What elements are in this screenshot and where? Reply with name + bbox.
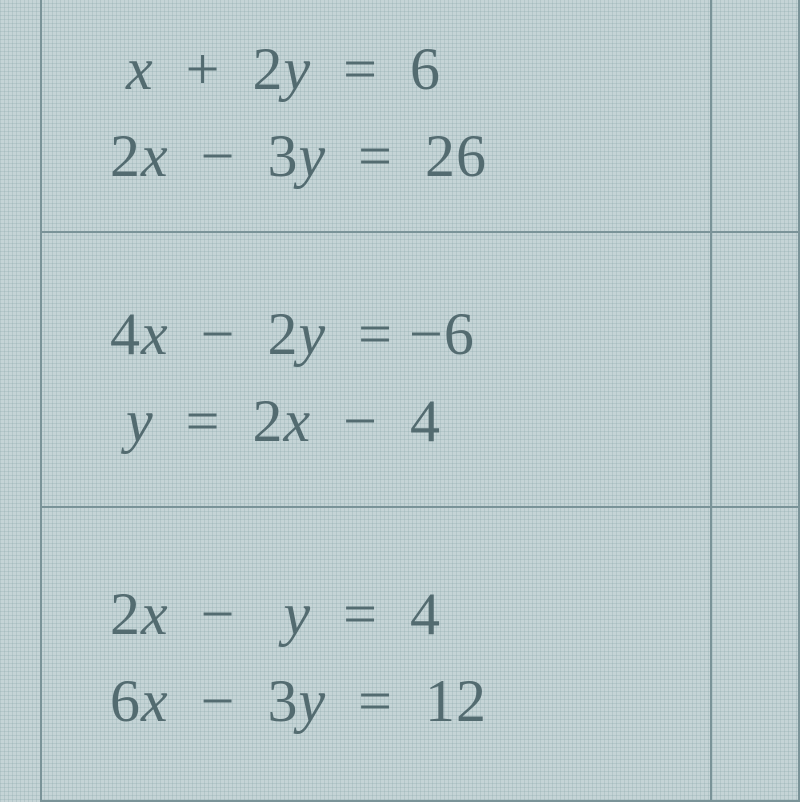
- equation-2-1: 4x − 2y = −6: [110, 300, 650, 369]
- equation-2-2: y = 2x − 4: [110, 387, 650, 456]
- cell-r1-c2: [710, 0, 800, 233]
- equation-3-1: 2x − y = 4: [110, 580, 650, 649]
- system-3: 2x − y = 4 6x − 3y = 12: [110, 580, 650, 736]
- equations-table: x + 2y = 6 2x − 3y = 26 4x − 2y = −6 y =…: [0, 0, 800, 800]
- system-1: x + 2y = 6 2x − 3y = 26: [110, 35, 650, 191]
- equation-3-2: 6x − 3y = 12: [110, 667, 650, 736]
- cell-r2-c2: [710, 233, 800, 508]
- equation-1-1: x + 2y = 6: [110, 35, 650, 104]
- equation-1-2: 2x − 3y = 26: [110, 122, 650, 191]
- system-2: 4x − 2y = −6 y = 2x − 4: [110, 300, 650, 456]
- cell-r3-c2: [710, 508, 800, 802]
